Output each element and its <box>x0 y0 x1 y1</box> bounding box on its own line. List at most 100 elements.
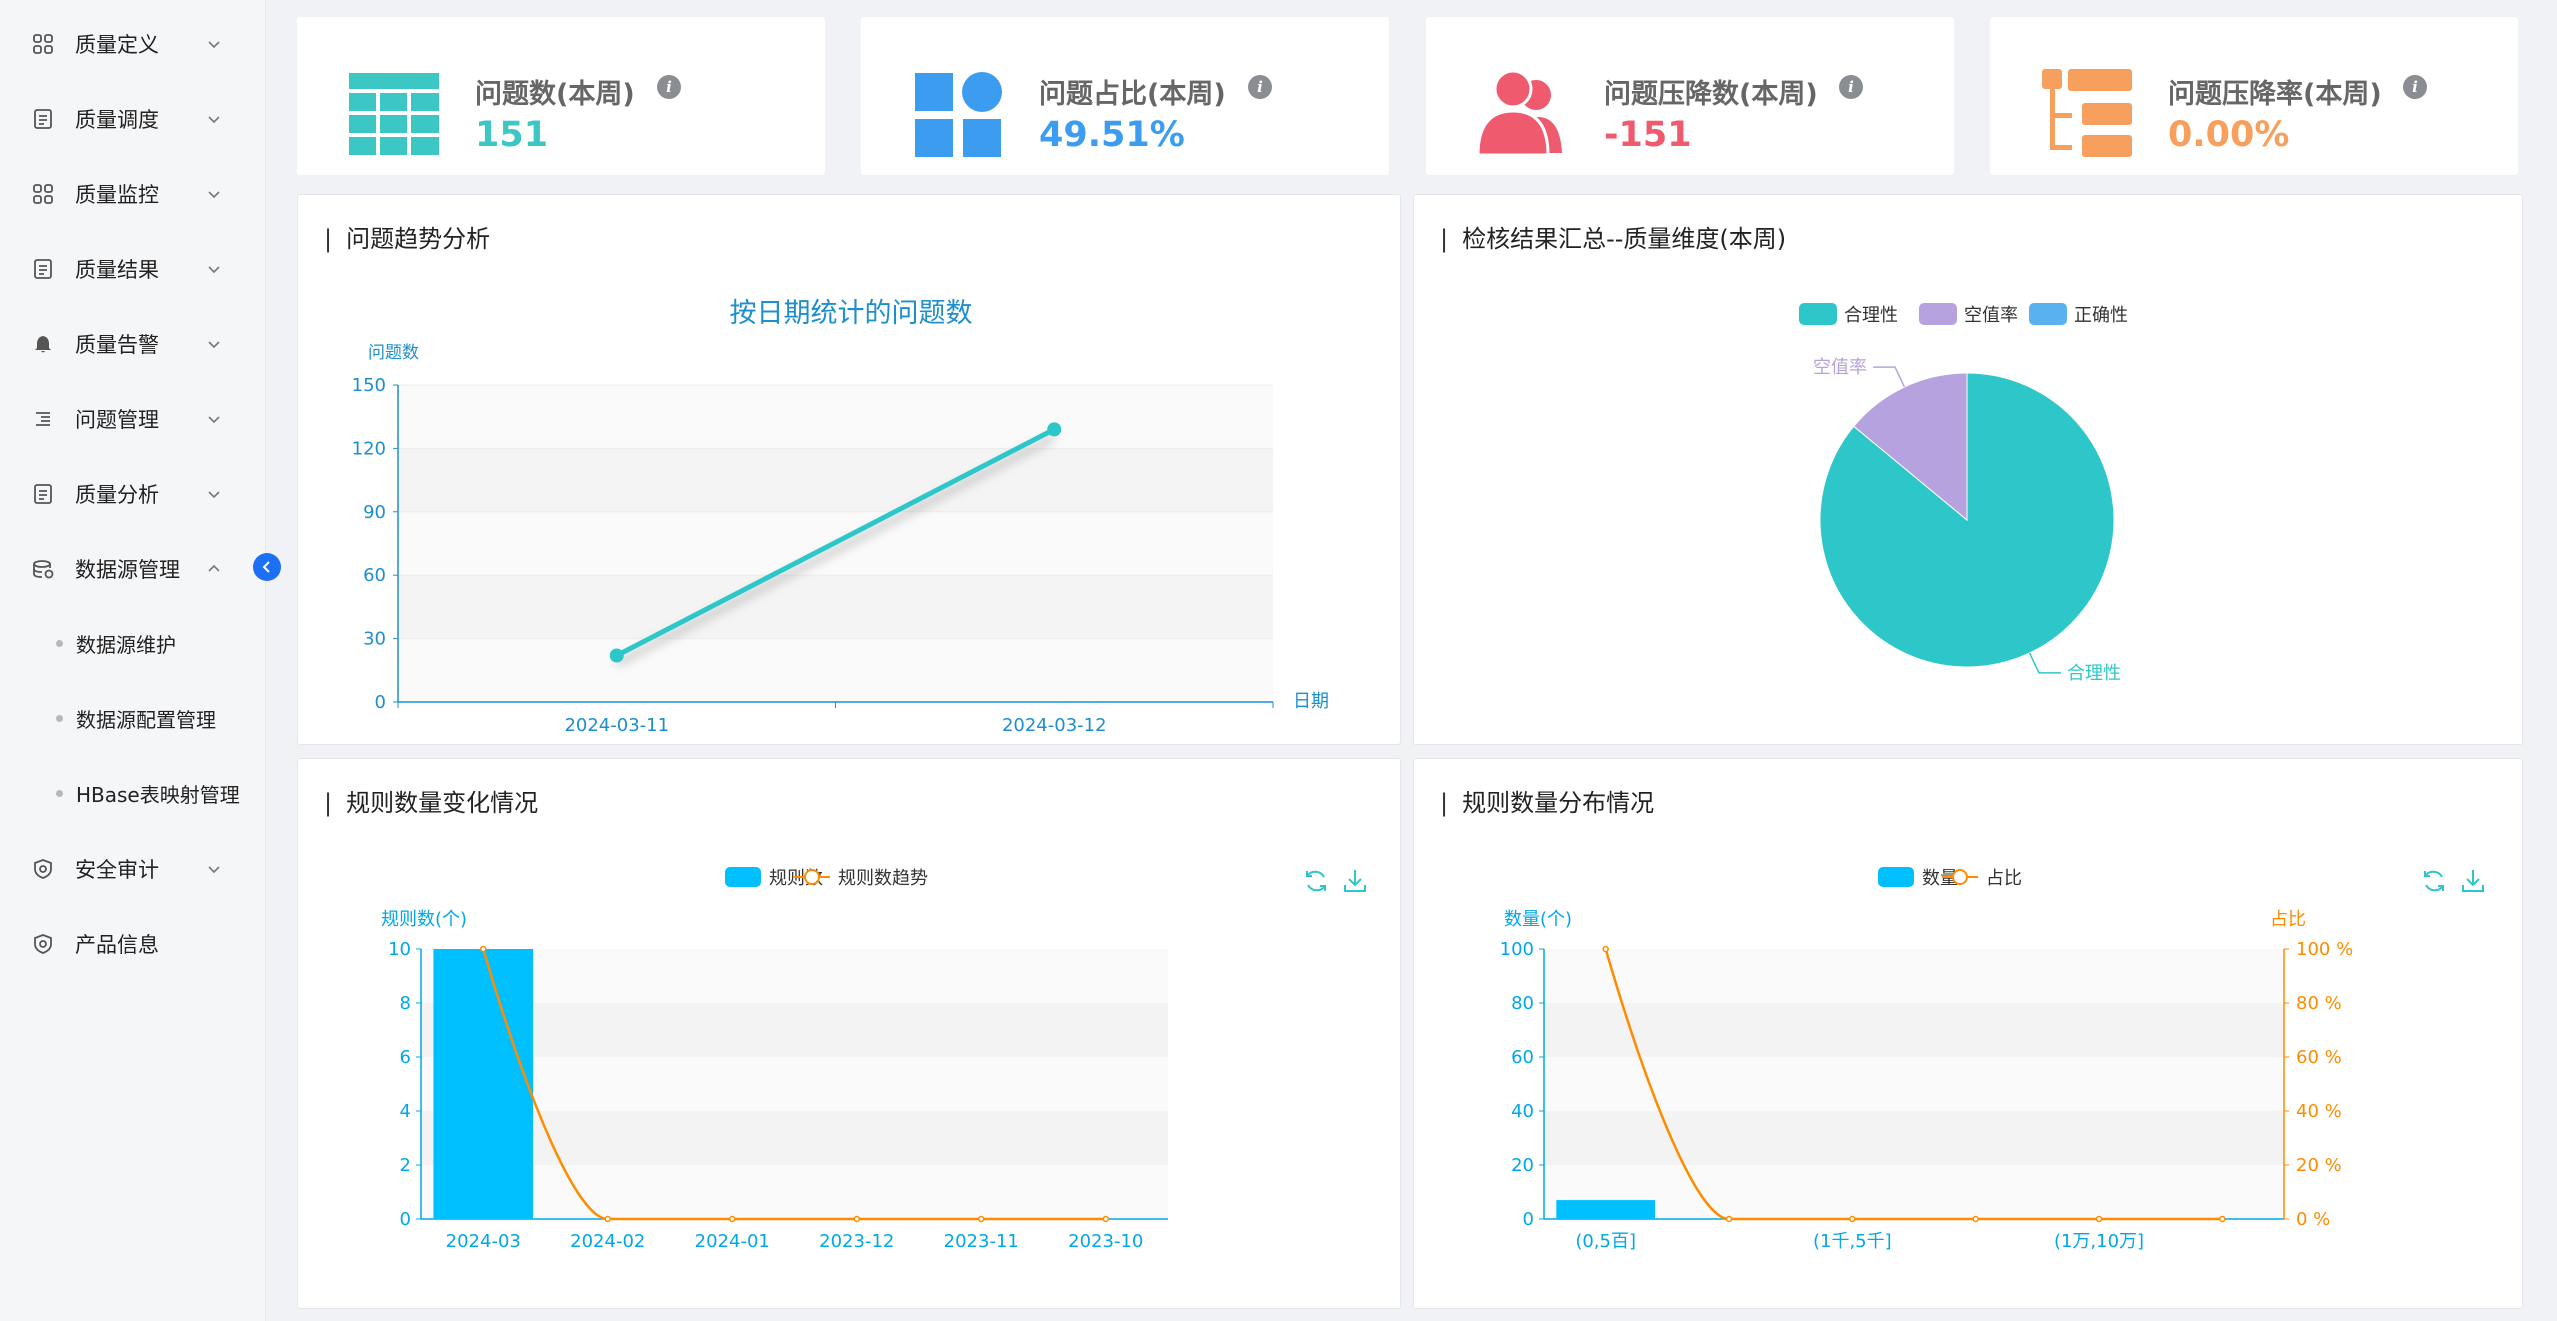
info-icon[interactable]: i <box>2403 75 2427 99</box>
sidebar-item-label: 质量定义 <box>75 32 159 57</box>
sidebar-item-label: 质量调度 <box>75 107 159 132</box>
sidebar-item[interactable]: 质量调度 <box>0 81 266 156</box>
sidebar-item-label: 质量结果 <box>75 257 159 282</box>
download-icon[interactable] <box>1341 867 1369 895</box>
data-point <box>729 1215 736 1223</box>
shapes-icon <box>915 72 1002 157</box>
y-tick-label: 150 <box>352 375 386 396</box>
grid-band <box>421 1165 1168 1219</box>
y-tick-right-label: 0 % <box>2296 1209 2330 1230</box>
y-tick-label: 20 <box>1511 1155 1534 1176</box>
x-tick-label: 2024-02 <box>570 1231 645 1252</box>
pie-label-line <box>1873 366 1906 388</box>
grid-icon <box>30 181 56 207</box>
sidebar-item-label: 数据源管理 <box>75 557 180 582</box>
download-icon[interactable] <box>2459 867 2487 895</box>
legend-label: 合理性 <box>1844 305 1898 326</box>
grid-band <box>398 575 1273 639</box>
stat-title: 问题数(本周) <box>475 79 635 110</box>
pie-label: 空值率 <box>1813 357 1867 378</box>
stat-value: -151 <box>1604 115 1692 155</box>
refresh-icon[interactable] <box>1302 867 1330 895</box>
data-point <box>604 1215 611 1223</box>
list-icon <box>30 406 56 432</box>
y-tick-label: 0 <box>1523 1209 1534 1230</box>
sidebar-item-label: 质量分析 <box>75 482 159 507</box>
sidebar-subitem[interactable]: 数据源配置管理 <box>0 681 266 756</box>
sidebar-item[interactable]: 质量告警 <box>0 306 266 381</box>
bullet-icon <box>56 640 63 647</box>
grid-band <box>1544 949 2284 1003</box>
grid-band <box>421 1057 1168 1111</box>
trend-panel: | 问题趋势分析 按日期统计的问题数 问题数 0 30 60 90 120 150 2024-03… <box>297 194 1401 745</box>
sidebar-collapse-button[interactable] <box>253 553 281 581</box>
y-tick-label: 80 <box>1511 993 1534 1014</box>
legend-label: 规则数趋势 <box>838 868 928 889</box>
y-tick-right-label: 80 % <box>2296 993 2342 1014</box>
chevron-down-icon <box>203 483 225 505</box>
sidebar-item[interactable]: 质量结果 <box>0 231 266 306</box>
refresh-icon[interactable] <box>2420 867 2448 895</box>
grid-band <box>421 1003 1168 1057</box>
legend-swatch <box>1919 303 1957 325</box>
y-axis-label: 问题数 <box>368 343 419 363</box>
grid-band <box>398 448 1273 512</box>
sidebar: 质量定义质量调度质量监控质量结果质量告警 问题管理质量分析数据源管理数据源维护数据… <box>0 0 281 1321</box>
table-icon <box>349 73 439 155</box>
grid-band <box>398 638 1273 702</box>
stat-card-reduction-rate: 问题压降率(本周) i 0.00% <box>1990 17 2518 175</box>
panel-title: | 规则数量分布情况 <box>1440 789 1655 817</box>
x-tick-label: 2024-03 <box>446 1231 521 1252</box>
y-tick-right-label: 20 % <box>2296 1155 2342 1176</box>
x-tick-label: (0,5百] <box>1575 1231 1636 1252</box>
pie-label-line <box>2028 652 2061 674</box>
legend-label: 正确性 <box>2074 305 2128 326</box>
sidebar-item[interactable]: 问题管理 <box>0 381 266 456</box>
sidebar-item[interactable]: 质量监控 <box>0 156 266 231</box>
sidebar-item[interactable]: 数据源管理 <box>0 531 266 606</box>
bar <box>433 949 534 1219</box>
y-tick-label: 90 <box>363 502 386 523</box>
grid-band <box>1544 1057 2284 1111</box>
sidebar-subitem-label: HBase表映射管理 <box>76 783 240 807</box>
grid-icon <box>30 31 56 57</box>
grid-band <box>1544 1003 2284 1057</box>
data-point <box>1047 422 1062 437</box>
sidebar-item[interactable]: 安全审计 <box>0 831 266 906</box>
stat-title: 问题压降数(本周) <box>1604 79 1818 110</box>
y-axis-right-label: 占比 <box>2270 909 2306 930</box>
y-axis-label: 规则数(个) <box>381 909 467 930</box>
stat-value: 0.00% <box>2168 115 2290 155</box>
sidebar-subitem[interactable]: HBase表映射管理 <box>0 756 266 831</box>
chevron-up-icon <box>203 558 225 580</box>
stat-card-ratio: 问题占比(本周) i 49.51% <box>861 17 1389 175</box>
legend-label: 占比 <box>1986 868 2022 889</box>
chevron-down-icon <box>203 858 225 880</box>
y-tick-label: 4 <box>400 1101 411 1122</box>
sidebar-item[interactable]: 质量分析 <box>0 456 266 531</box>
data-point <box>1602 945 1609 953</box>
grid-band <box>421 949 1168 1003</box>
sidebar-subitem-label: 数据源配置管理 <box>76 708 216 732</box>
chevron-down-icon <box>203 408 225 430</box>
info-icon[interactable]: i <box>657 75 681 99</box>
info-icon[interactable]: i <box>1248 75 1272 99</box>
info-icon[interactable]: i <box>1839 75 1863 99</box>
chevron-down-icon <box>203 33 225 55</box>
y-tick-label: 0 <box>400 1209 411 1230</box>
chart-title: 按日期统计的问题数 <box>730 298 973 329</box>
y-tick-label: 60 <box>1511 1047 1534 1068</box>
bullet-icon <box>56 715 63 722</box>
x-tick-label: 2024-03-12 <box>1002 715 1107 736</box>
sidebar-item[interactable]: 产品信息 <box>0 906 266 981</box>
stat-value: 151 <box>475 115 549 155</box>
y-tick-label: 2 <box>400 1155 411 1176</box>
check-panel: | 检核结果汇总--质量维度(本周) 合理性 空值率 正确性 合理性 空值率 <box>1413 194 2523 745</box>
sidebar-subitem[interactable]: 数据源维护 <box>0 606 266 681</box>
chevron-down-icon <box>203 333 225 355</box>
sidebar-item[interactable]: 质量定义 <box>0 6 266 81</box>
stat-title: 问题压降率(本周) <box>2168 79 2382 110</box>
data-point <box>978 1215 985 1223</box>
sidebar-item-label: 产品信息 <box>75 932 159 957</box>
